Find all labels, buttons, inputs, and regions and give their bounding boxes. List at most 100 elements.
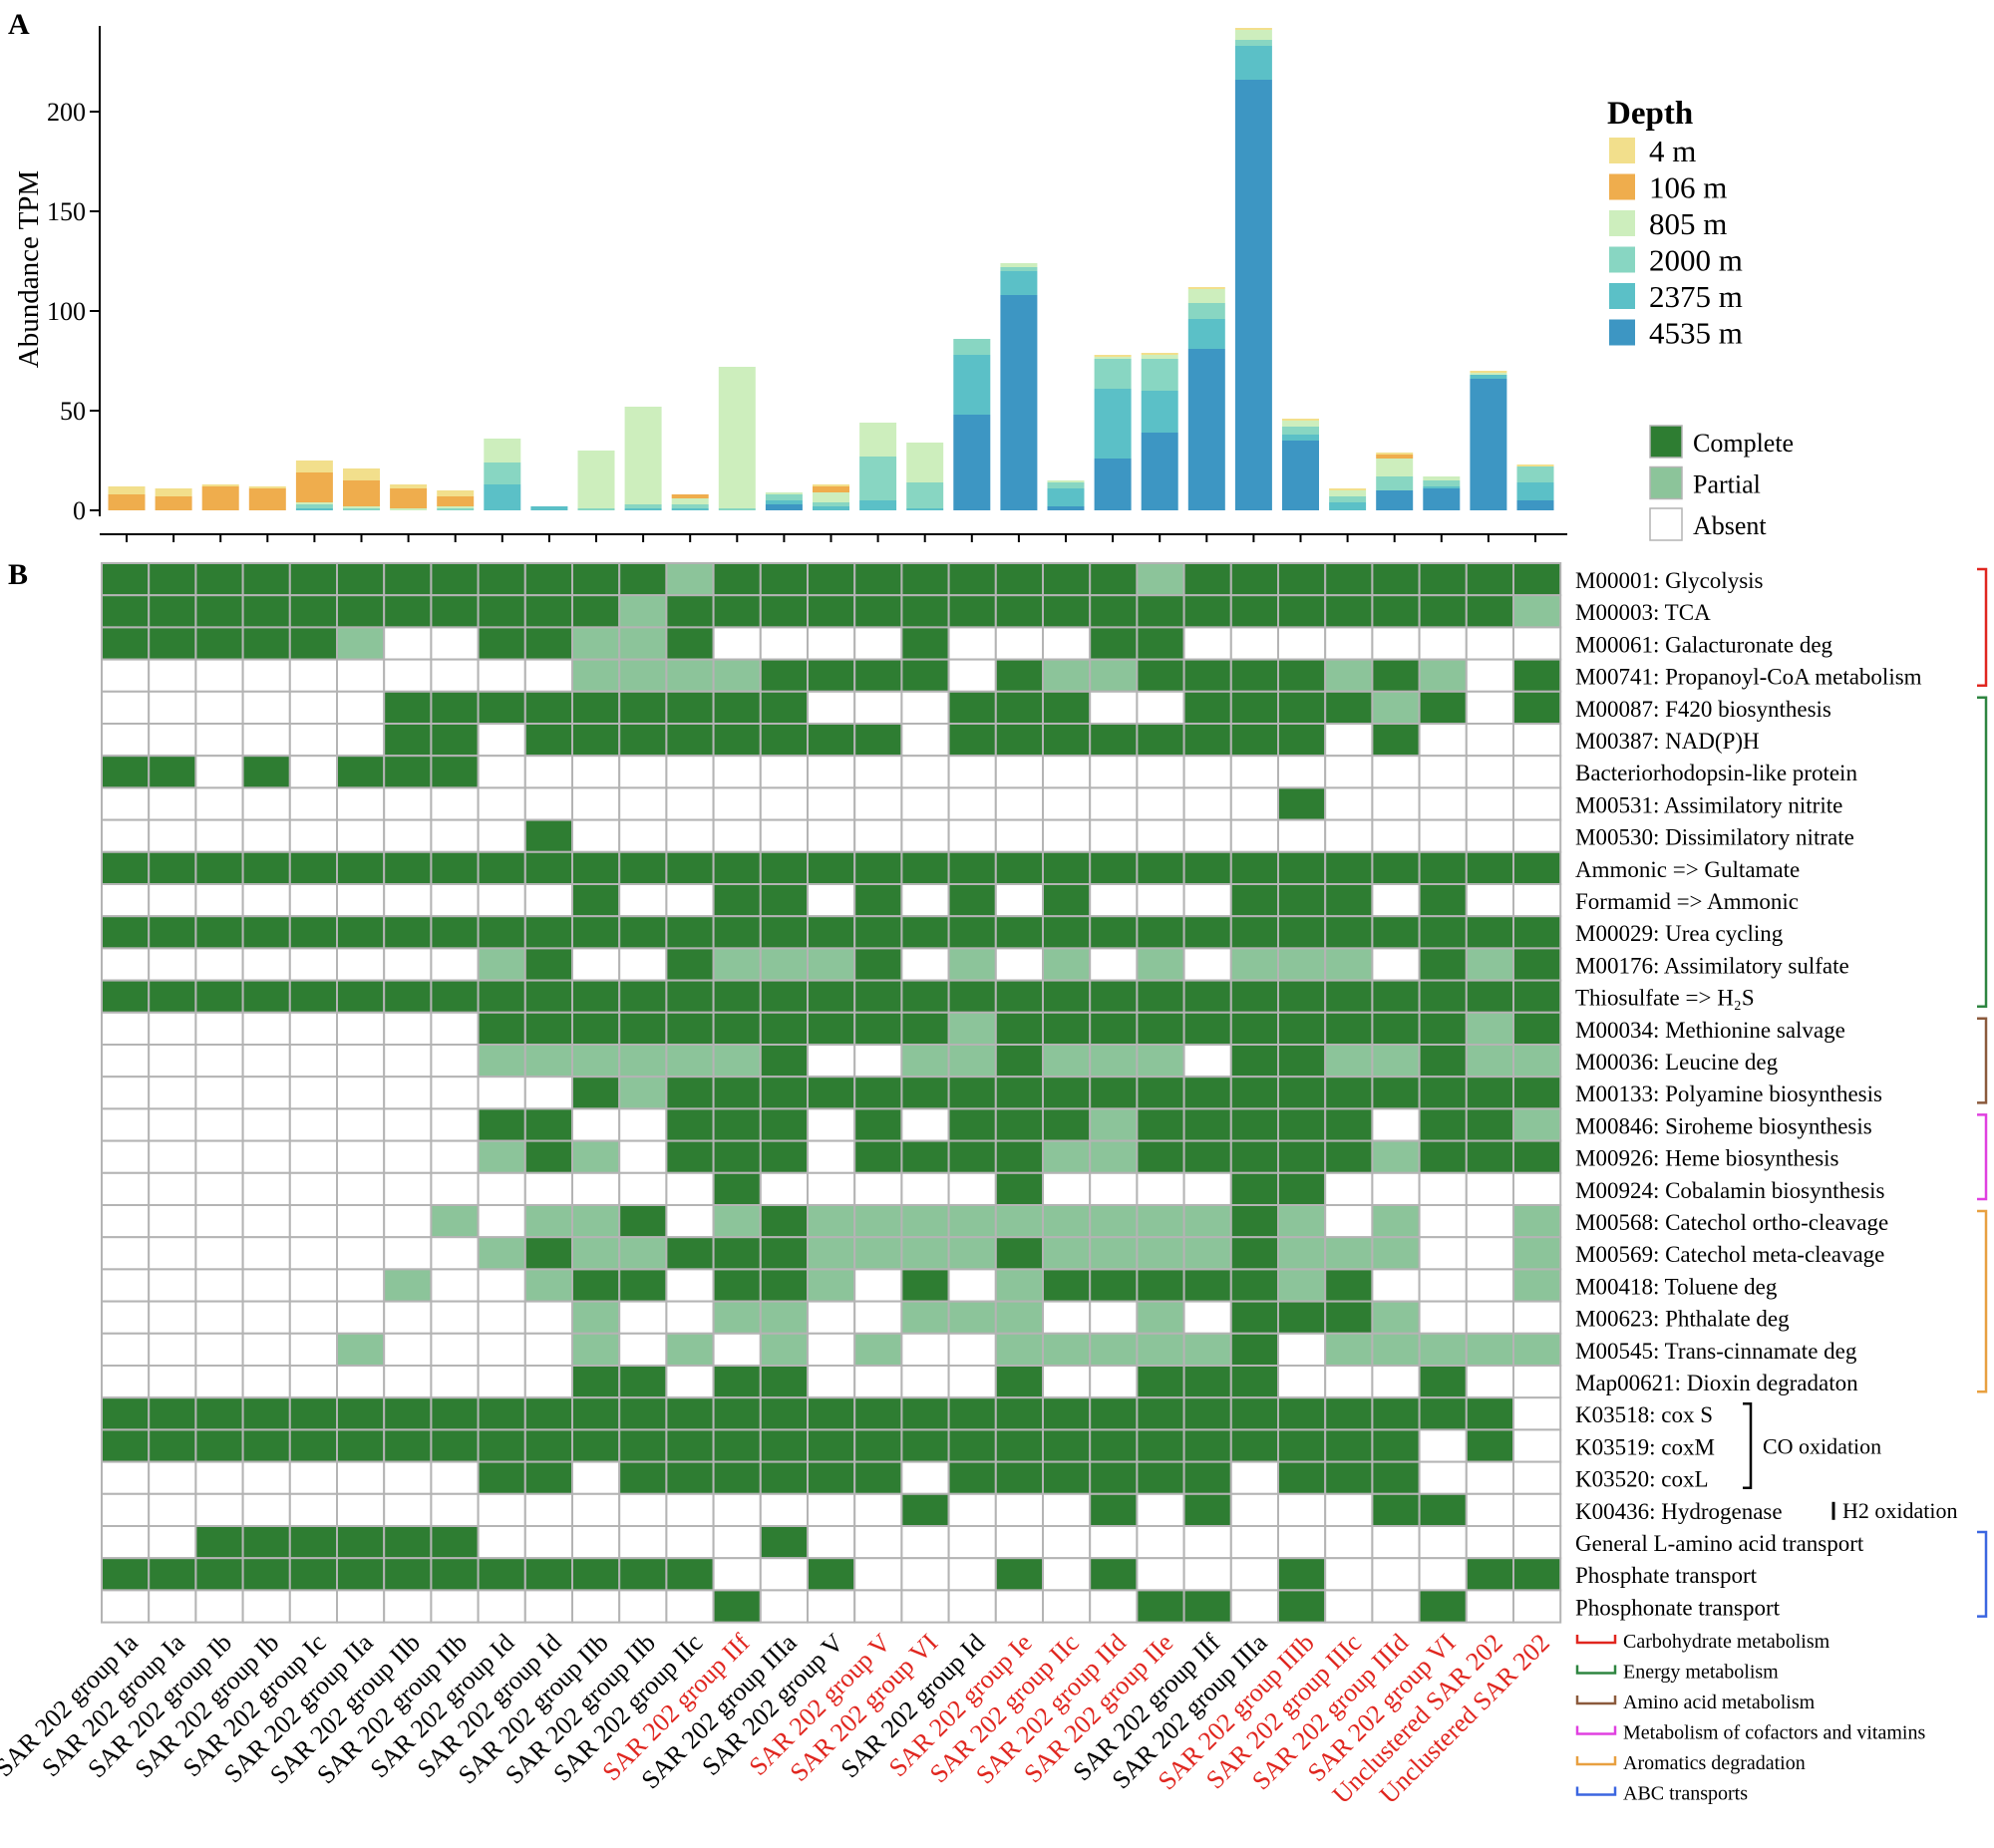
heatmap-cell [1371, 658, 1421, 693]
heatmap-cell [900, 1460, 950, 1495]
heatmap-cell [1136, 1268, 1185, 1303]
heatmap-cell [477, 1589, 526, 1624]
heatmap-cell [1512, 786, 1562, 821]
heatmap-cell [665, 594, 715, 629]
heatmap-cell [1229, 1460, 1280, 1495]
heatmap-cell [807, 1428, 856, 1463]
heatmap-cell [759, 979, 809, 1014]
heatmap-cell [1324, 1589, 1374, 1624]
heatmap-cell [101, 947, 151, 982]
heatmap-cell [523, 690, 573, 725]
heatmap-cell [1229, 1204, 1280, 1239]
heatmap-cell [1324, 1300, 1374, 1335]
heatmap-cell [1371, 1492, 1421, 1528]
heatmap-cell [1371, 1139, 1421, 1174]
heatmap-cell [947, 947, 997, 982]
heatmap-cell [618, 1107, 668, 1142]
heatmap-cell [1089, 1076, 1139, 1110]
heatmap-cell [1182, 723, 1232, 758]
heatmap-cell [1512, 755, 1562, 789]
heatmap-cell [194, 1525, 244, 1560]
heatmap-cell [853, 562, 903, 597]
heatmap-cell [1136, 915, 1185, 950]
heatmap-cell [148, 1460, 197, 1495]
heatmap-cell [148, 1492, 197, 1528]
heatmap-cell [807, 755, 856, 789]
heatmap-cell [1324, 1396, 1374, 1431]
heatmap-cell [148, 1300, 197, 1335]
heatmap-cell [1324, 1236, 1374, 1271]
heatmap-cell [523, 1204, 573, 1239]
heatmap-cell [336, 786, 386, 821]
row-label: M00418: Toluene deg [1575, 1274, 1778, 1299]
heatmap-cell [853, 915, 903, 950]
heatmap-cell [523, 1011, 573, 1046]
heatmap-cell [853, 818, 903, 853]
heatmap-cell [148, 786, 197, 821]
heatmap-cell [712, 1365, 762, 1399]
heatmap-cell [336, 1557, 386, 1592]
heatmap-cell [807, 1460, 856, 1495]
heatmap-cell [759, 1300, 809, 1335]
heatmap-cell [665, 786, 715, 821]
bar-segment [813, 484, 849, 486]
heatmap-cell [1277, 1557, 1327, 1592]
heatmap-cell [1371, 947, 1421, 982]
heatmap-cell [148, 1044, 197, 1078]
heatmap-cell [618, 1204, 668, 1239]
heatmap-cell [1229, 1236, 1280, 1271]
bar-segment [953, 339, 991, 355]
bar-segment [295, 461, 333, 472]
bar-segment [437, 496, 475, 506]
heatmap-cell [477, 850, 526, 885]
heatmap-cell [571, 1076, 621, 1110]
heatmap-cell [1136, 755, 1185, 789]
heatmap-cell [1089, 1268, 1139, 1303]
heatmap-cell [430, 947, 480, 982]
heatmap-cell [336, 562, 386, 597]
row-label: M00568: Catechol ortho-cleavage [1575, 1210, 1888, 1235]
heatmap-cell [994, 690, 1044, 725]
bar-segment [813, 502, 849, 506]
heatmap-cell [807, 1107, 856, 1142]
heatmap-cell [994, 1139, 1044, 1174]
heatmap-cell [477, 626, 526, 661]
heatmap-cell [241, 947, 291, 982]
heatmap-cell [1418, 723, 1468, 758]
heatmap-cell [194, 1396, 244, 1431]
heatmap-cell [477, 690, 526, 725]
heatmap-cell [1324, 1557, 1374, 1592]
heatmap-cell [288, 755, 338, 789]
heatmap-cell [1277, 1076, 1327, 1110]
heatmap-cell [1182, 979, 1232, 1014]
heatmap-cell [1512, 1268, 1562, 1303]
heatmap-cell [1512, 915, 1562, 950]
heatmap-cell [1277, 915, 1327, 950]
heatmap-cell [336, 1107, 386, 1142]
heatmap-cell [1324, 947, 1374, 982]
row-label: M00034: Methionine salvage [1575, 1018, 1845, 1043]
heatmap-cell [1229, 915, 1280, 950]
heatmap-cell [571, 947, 621, 982]
heatmap-cell [1371, 1011, 1421, 1046]
heatmap-cell [1089, 786, 1139, 821]
heatmap-cell [1418, 1044, 1468, 1078]
heatmap-cell [665, 658, 715, 693]
heatmap-cell [900, 1492, 950, 1528]
heatmap-cell [900, 1365, 950, 1399]
heatmap-cell [994, 1332, 1044, 1368]
heatmap-cell [1182, 562, 1232, 597]
heatmap-cell [1324, 1204, 1374, 1239]
heatmap-cell [477, 1011, 526, 1046]
heatmap-cell [148, 1589, 197, 1624]
heatmap-cell [288, 626, 338, 661]
heatmap-cell [336, 979, 386, 1014]
heatmap-cell [101, 690, 151, 725]
heatmap-cell [712, 1236, 762, 1271]
heatmap-cell [1136, 562, 1185, 597]
heatmap-cell [665, 818, 715, 853]
heatmap-cell [853, 1365, 903, 1399]
